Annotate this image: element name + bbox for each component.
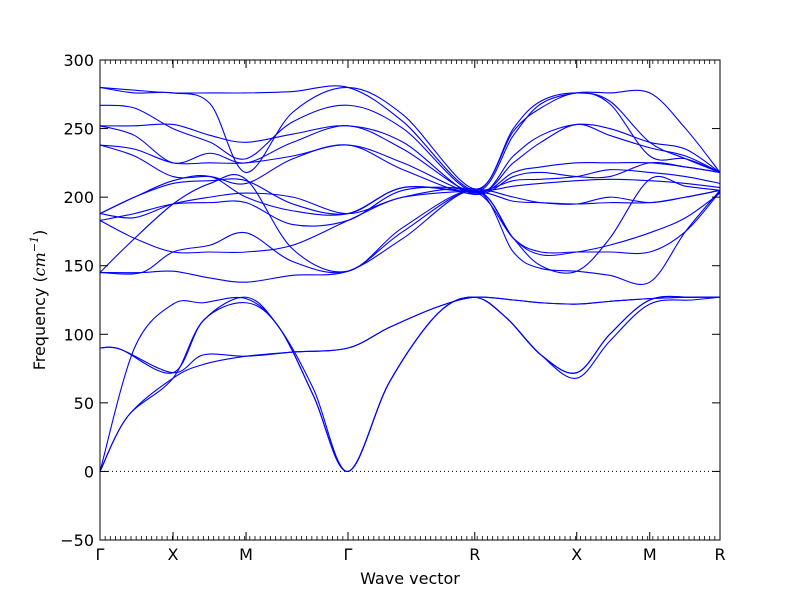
x-tick-label: R — [469, 545, 480, 564]
band-line-19 — [99, 85, 721, 191]
y-tick-label: 0 — [84, 462, 94, 481]
x-tick-label: X — [571, 545, 582, 564]
band-line-14 — [99, 144, 721, 194]
band-line-4 — [99, 296, 721, 374]
x-tick-label: M — [239, 545, 253, 564]
plot-frame — [99, 59, 721, 541]
band-line-18 — [99, 89, 721, 193]
band-line-8 — [99, 174, 721, 274]
band-line-7 — [99, 189, 721, 275]
band-line-20 — [99, 86, 721, 190]
x-tick-label: X — [168, 545, 179, 564]
band-line-11 — [99, 189, 721, 219]
y-tick-label: 150 — [63, 257, 94, 276]
x-tick-label: Γ — [96, 545, 105, 564]
band-line-16 — [99, 123, 721, 195]
x-axis-label: Wave vector — [360, 569, 460, 588]
axis-tick-labels: −50 0 50 100 150 200 250 300 Γ X M Γ R X M R — [60, 51, 725, 564]
y-tick-label: 200 — [63, 188, 94, 207]
band-line-17 — [99, 123, 721, 194]
band-line-15 — [99, 144, 721, 195]
y-tick-label: 250 — [63, 120, 94, 139]
x-tick-label: R — [714, 545, 725, 564]
plot-lines — [99, 85, 721, 472]
y-tick-label: 50 — [74, 394, 94, 413]
band-line-10 — [99, 186, 721, 227]
band-line-5 — [99, 295, 721, 472]
y-axis-label-unit: cm — [30, 252, 49, 276]
x-tick-label: Γ — [344, 545, 353, 564]
y-axis-label-prefix: Frequency ( — [30, 276, 49, 370]
y-tick-label: 300 — [63, 51, 94, 70]
band-line-6 — [99, 189, 721, 285]
y-axis-label: Frequency (cm−1) — [28, 230, 49, 371]
y-axis-label-exponent: −1 — [28, 236, 41, 252]
y-tick-label: −50 — [60, 531, 94, 550]
y-tick-label: 100 — [63, 325, 94, 344]
x-tick-label: M — [643, 545, 657, 564]
y-axis-label-suffix: ) — [30, 230, 49, 236]
